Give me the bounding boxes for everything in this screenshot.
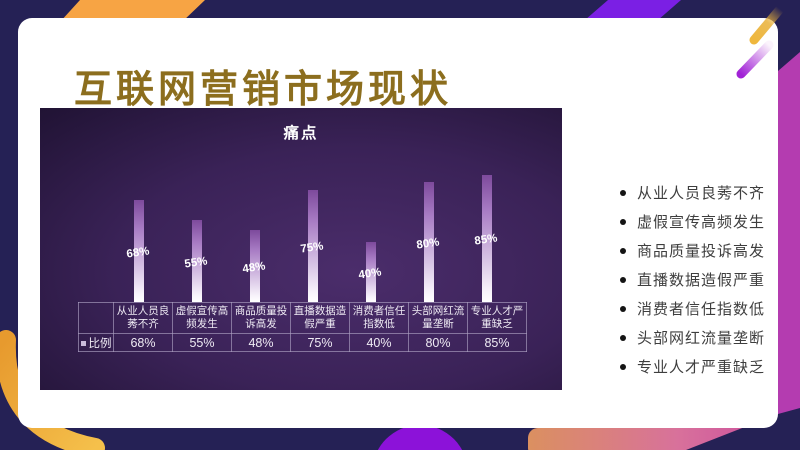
bar-data-label: 55%: [183, 255, 209, 271]
chart-bars: 68% 55% 48% 75% 40% 80% 85%: [40, 108, 562, 302]
bar: [308, 189, 318, 302]
value-cell: 55%: [172, 333, 232, 352]
pink-bottom-band: [528, 428, 800, 450]
list-item-label: 商品质量投诉高发: [637, 243, 766, 260]
value-cell: 40%: [349, 333, 409, 352]
bar-data-label: 68%: [125, 245, 151, 261]
list-item: 直播数据造假严重: [620, 265, 800, 294]
bullet-dot-icon: [620, 247, 626, 254]
category-header-cell: 消费者信任 指数低: [349, 302, 409, 334]
pain-points-chart: 痛点 68% 55% 48% 75% 40% 80% 85% 从业人员良 莠不齐 虚假宣传高 …: [40, 108, 562, 390]
category-header-cell: 商品质量投 诉高发: [231, 302, 291, 334]
bar: [250, 230, 260, 302]
slide-card: 互联网营销市场现状 痛点 68% 55% 48% 75% 40% 80% 85% 从业人员良…: [18, 18, 778, 428]
legend-marker-icon: [80, 340, 86, 346]
list-item-label: 从业人员良莠不齐: [637, 185, 766, 202]
violet-ribbon: [585, 0, 681, 20]
bullet-dot-icon: [620, 276, 626, 283]
list-item: 从业人员良莠不齐: [620, 178, 800, 207]
chart-data-table: 从业人员良 莠不齐 虚假宣传高 频发生 商品质量投 诉高发 直播数据造 假严重 消费者信…: [78, 302, 527, 352]
list-item-label: 虚假宣传高频发生: [637, 214, 766, 231]
bullet-dot-icon: [620, 189, 626, 196]
bullet-dot-icon: [620, 305, 626, 312]
value-cell: 75%: [290, 333, 350, 352]
bar: [192, 219, 202, 302]
list-item-label: 消费者信任指数低: [637, 301, 766, 318]
bar-data-label: 48%: [241, 260, 267, 276]
table-corner-cell: [78, 302, 114, 334]
list-item: 专业人才严重缺乏: [620, 352, 800, 381]
bar-data-label: 80%: [415, 236, 441, 252]
bar: [134, 200, 144, 302]
bullet-dot-icon: [620, 363, 626, 370]
list-item-label: 头部网红流量垄断: [637, 330, 766, 347]
bar-data-label: 75%: [299, 240, 325, 256]
list-item: 消费者信任指数低: [620, 294, 800, 323]
list-item-label: 直播数据造假严重: [637, 272, 766, 289]
category-header-cell: 从业人员良 莠不齐: [113, 302, 173, 334]
bar: [366, 242, 376, 302]
bullet-dot-icon: [620, 334, 626, 341]
value-cell: 85%: [467, 333, 527, 352]
bullet-list: 从业人员良莠不齐 虚假宣传高频发生 商品质量投诉高发 直播数据造假严重 消费者信任指数低…: [620, 178, 800, 381]
category-header-cell: 虚假宣传高 频发生: [172, 302, 232, 334]
chart-title: 痛点: [283, 125, 319, 142]
bar-data-label: 40%: [357, 266, 383, 282]
purple-dome: [377, 425, 463, 450]
list-item-label: 专业人才严重缺乏: [637, 359, 766, 376]
bar: [482, 174, 492, 302]
value-cell: 68%: [113, 333, 173, 352]
value-cell: 80%: [408, 333, 468, 352]
category-header-cell: 头部网红流 量垄断: [408, 302, 468, 334]
category-header-cell: 专业人才严 重缺乏: [467, 302, 527, 334]
list-item: 头部网红流量垄断: [620, 323, 800, 352]
legend-cell: 比例: [78, 333, 114, 352]
value-cell: 48%: [231, 333, 291, 352]
slide-title: 互联网营销市场现状: [74, 69, 453, 111]
bar: [424, 182, 434, 302]
bullet-dot-icon: [620, 218, 626, 225]
category-header-cell: 直播数据造 假严重: [290, 302, 350, 334]
list-item: 虚假宣传高频发生: [620, 207, 800, 236]
list-item: 商品质量投诉高发: [620, 236, 800, 265]
